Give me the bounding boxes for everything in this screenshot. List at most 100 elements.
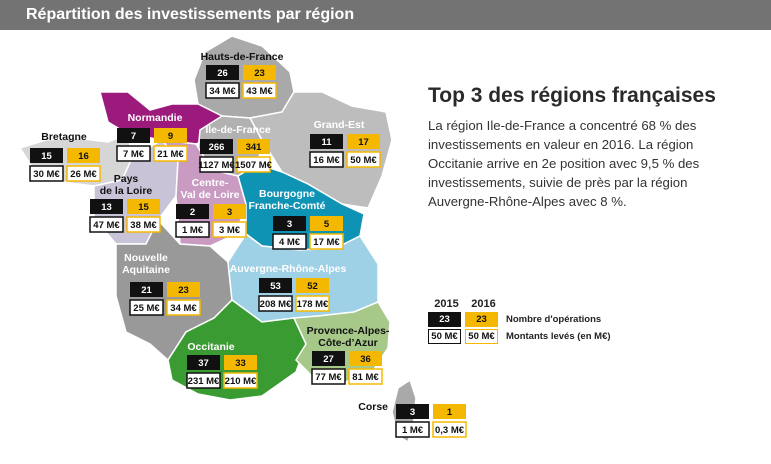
- amount-2016-box: [348, 368, 383, 385]
- ops-2015-box: [312, 351, 345, 366]
- amount-2015-box-value: 4 M€: [279, 237, 301, 248]
- amount-2016-box: [295, 295, 330, 312]
- ops-2015-box-value: 13: [101, 202, 112, 213]
- amount-2016-box-value: 0,3 M€: [435, 425, 465, 436]
- region-label: Ile-de-France: [205, 124, 271, 136]
- ops-2016-box-value: 1: [447, 407, 453, 418]
- amount-2015-box: [272, 233, 307, 250]
- ops-2016-box-value: 3: [227, 207, 232, 218]
- ops-2015-box: [200, 139, 233, 154]
- ops-2015-box: [30, 148, 63, 163]
- ops-2016-box-value: 15: [138, 202, 149, 213]
- amount-2015-box: [309, 151, 344, 168]
- region-label: Nouvelle Aquitaine: [122, 252, 170, 276]
- ops-2016-box-value: 52: [307, 281, 318, 292]
- panel-text: La région Ile-de-France a concentré 68 %…: [428, 118, 700, 209]
- ops-2016-box-value: 341: [246, 142, 263, 153]
- ops-2016-box-value: 23: [254, 68, 265, 79]
- ops-2015-box: [396, 404, 429, 419]
- ops-2015-box: [176, 204, 209, 219]
- amount-2016-box-value: 81 M€: [352, 372, 379, 383]
- legend-ops-label: Nombre d'opérations: [506, 314, 602, 325]
- ops-2016-box-value: 16: [78, 151, 89, 162]
- amount-2016-box: [212, 221, 247, 238]
- amount-2016-box: [242, 82, 277, 99]
- ops-2015-box-value: 3: [410, 407, 415, 418]
- ops-2015-box-value: 37: [198, 358, 209, 369]
- ops-2016-box-value: 23: [178, 285, 189, 296]
- region-label: Pays de la Loire: [100, 173, 153, 197]
- amount-2015-box-value: 77 M€: [315, 372, 342, 383]
- legend-amt-label: Montants levés (en M€): [506, 331, 611, 342]
- amount-2015-box-value: 30 M€: [33, 169, 60, 180]
- page-title: Répartition des investissements par régi…: [26, 6, 355, 23]
- ops-2015-box-value: 11: [321, 137, 332, 148]
- ops-2016-box-value: 33: [235, 358, 246, 369]
- ops-2016-box: [67, 148, 100, 163]
- ops-2016-box: [213, 204, 246, 219]
- ops-2016-box: [127, 199, 160, 214]
- legend-amt-2015-box: 50 M€: [428, 329, 461, 344]
- ops-2015-box-value: 3: [287, 219, 292, 230]
- amount-2016-box: [309, 233, 344, 250]
- ops-2015-box: [273, 216, 306, 231]
- amount-2015-box: [395, 421, 430, 438]
- amount-2015-box: [116, 145, 151, 162]
- amount-2016-box-value: 210 M€: [225, 376, 257, 387]
- legend-year-2015: 2015: [434, 298, 459, 310]
- legend-row-amounts: 50 M€ 50 M€ Montants levés (en M€): [428, 329, 611, 344]
- ops-2016-box-value: 9: [168, 131, 173, 142]
- amount-2015-box-value: 1 M€: [182, 225, 204, 236]
- ops-2016-box-value: 17: [358, 137, 369, 148]
- ops-2015-box: [90, 199, 123, 214]
- ops-2015-box-value: 21: [141, 285, 152, 296]
- ops-2016-box: [167, 282, 200, 297]
- region-label: Occitanie: [187, 341, 234, 353]
- amount-2015-box: [258, 295, 293, 312]
- legend-years: 2015 2016: [428, 298, 611, 310]
- ops-2015-box-value: 27: [323, 354, 334, 365]
- amount-2016-box: [153, 145, 188, 162]
- amount-2015-box: [199, 156, 234, 173]
- region-label: Grand-Est: [314, 119, 365, 131]
- amount-2015-box: [205, 82, 240, 99]
- amount-2016-box: [126, 216, 161, 233]
- region-label: Bourgogne Franche-Comté: [248, 188, 325, 212]
- amount-2016-box: [66, 165, 101, 182]
- amount-2015-box-value: 16 M€: [313, 155, 340, 166]
- ops-2016-box: [433, 404, 466, 419]
- ops-2015-box-value: 7: [131, 131, 136, 142]
- ops-2015-box-value: 2: [190, 207, 195, 218]
- ops-2016-box: [296, 278, 329, 293]
- region-label: Centre-Val de Loire: [181, 177, 240, 201]
- ops-2015-box: [206, 65, 239, 80]
- amount-2015-box: [175, 221, 210, 238]
- legend-amt-2016-box: 50 M€: [465, 329, 498, 344]
- amount-2015-box-value: 1127 M€: [198, 160, 235, 171]
- amount-2016-box-value: 26 M€: [70, 169, 97, 180]
- ops-2015-box-value: 53: [270, 281, 281, 292]
- amount-2015-box-value: 47 M€: [93, 220, 120, 231]
- amount-2016-box: [236, 156, 271, 173]
- amount-2015-box: [186, 372, 221, 389]
- amount-2015-box-value: 208 M€: [260, 299, 292, 310]
- ops-2015-box: [310, 134, 343, 149]
- amount-2016-box-value: 21 M€: [157, 149, 184, 160]
- amount-2016-box-value: 43 M€: [246, 86, 273, 97]
- amount-2016-box-value: 178 M€: [297, 299, 329, 310]
- amount-2015-box-value: 1 M€: [402, 425, 424, 436]
- ops-2016-box: [154, 128, 187, 143]
- amount-2016-box-value: 1507 M€: [235, 160, 273, 171]
- ops-2016-box: [224, 355, 257, 370]
- ops-2016-box-value: 36: [360, 354, 371, 365]
- ops-2015-box-value: 15: [41, 151, 52, 162]
- amount-2016-box-value: 17 M€: [313, 237, 340, 248]
- region-label: Hauts-de-France: [201, 51, 284, 63]
- region-label: Provence-Alpes-Côte-d’Azur: [307, 325, 390, 349]
- amount-2015-box: [129, 299, 164, 316]
- ops-2015-box: [259, 278, 292, 293]
- amount-2015-box-value: 7 M€: [123, 149, 145, 160]
- ops-2015-box: [130, 282, 163, 297]
